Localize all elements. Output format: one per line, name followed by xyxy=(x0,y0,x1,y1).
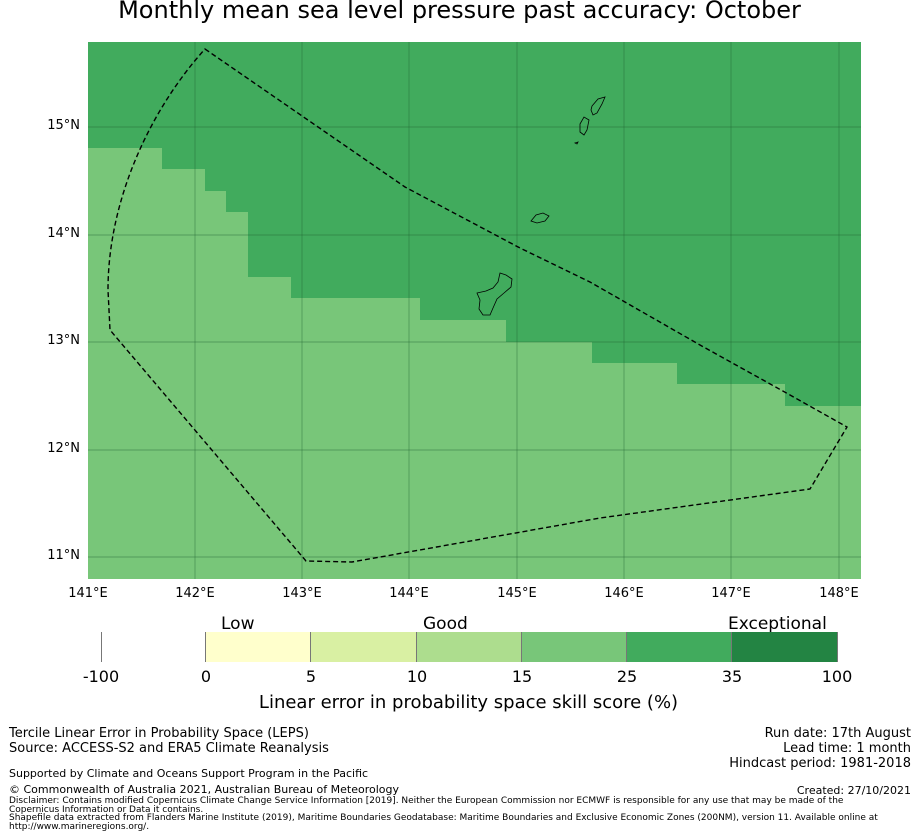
lead-time: Lead time: 1 month xyxy=(783,741,911,756)
tinian-island xyxy=(579,116,590,136)
colorbar-segment-7 xyxy=(732,632,837,662)
colorbar-segment-6 xyxy=(627,632,732,662)
footer-shapefile: Shapefile data extracted from Flanders M… xyxy=(9,813,878,832)
lon-label-143e: 143°E xyxy=(282,586,322,601)
footer-method: Tercile Linear Error in Probability Spac… xyxy=(9,726,309,741)
colorbar-tick: 35 xyxy=(721,667,743,686)
colorbar-segment-3 xyxy=(311,632,417,662)
footer-source: Source: ACCESS-S2 and ERA5 Climate Reana… xyxy=(9,741,329,756)
eez-boundary xyxy=(107,48,848,563)
rota-island xyxy=(530,212,550,224)
aguijan-island xyxy=(573,141,579,145)
lat-label-14n: 14°N xyxy=(47,226,80,241)
footer-disclaimer: Disclaimer: Contains modified Copernicus… xyxy=(9,796,844,815)
footer-support: Supported by Climate and Oceans Support … xyxy=(9,767,369,780)
colorbar-tick: 25 xyxy=(616,667,638,686)
colorbar-segment-1 xyxy=(102,632,206,662)
hindcast-period: Hindcast period: 1981-2018 xyxy=(729,756,911,771)
run-date: Run date: 17th August xyxy=(764,726,911,741)
colorbar-segment-2 xyxy=(206,632,311,662)
colorbar-tick: 5 xyxy=(305,667,317,686)
footer-copyright: © Commonwealth of Australia 2021, Austra… xyxy=(9,783,399,796)
created-date: Created: 27/10/2021 xyxy=(796,784,911,797)
lon-label-148e: 148°E xyxy=(819,586,859,601)
lon-label-141e: 141°E xyxy=(68,586,108,601)
colorbar-tick: 10 xyxy=(406,667,428,686)
lat-label-13n: 13°N xyxy=(47,333,80,348)
colorbar-tick: 100 xyxy=(821,667,853,686)
guam-island xyxy=(476,272,513,316)
category-good: Good xyxy=(423,614,468,634)
category-low: Low xyxy=(221,614,255,634)
colorbar-tick: 0 xyxy=(200,667,212,686)
lat-label-15n: 15°N xyxy=(47,118,80,133)
island-outlines xyxy=(476,96,606,316)
lon-label-146e: 146°E xyxy=(604,586,644,601)
colorbar-tick: 15 xyxy=(511,667,533,686)
map-title: Monthly mean sea level pressure past acc… xyxy=(118,0,801,24)
saipan-island xyxy=(590,96,606,116)
colorbar-segment-5 xyxy=(522,632,627,662)
lon-label-142e: 142°E xyxy=(175,586,215,601)
lat-label-11n: 11°N xyxy=(47,548,80,563)
lat-label-12n: 12°N xyxy=(47,441,80,456)
lon-label-145e: 145°E xyxy=(497,586,537,601)
colorbar-label: Linear error in probability space skill … xyxy=(258,692,679,713)
category-exceptional: Exceptional xyxy=(728,614,827,634)
lon-label-147e: 147°E xyxy=(711,586,751,601)
colorbar-segment-4 xyxy=(417,632,522,662)
lon-label-144e: 144°E xyxy=(389,586,429,601)
colorbar-tick: -100 xyxy=(82,667,120,686)
